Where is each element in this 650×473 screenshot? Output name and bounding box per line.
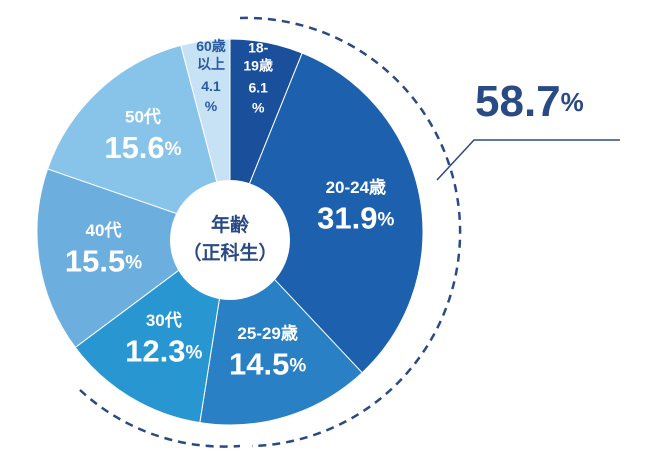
bracket-arc <box>239 16 462 448</box>
bracket-arc <box>79 389 241 448</box>
slice <box>36 168 232 349</box>
value-label: 6.1% <box>248 79 268 115</box>
value-label: 12.3% <box>125 334 202 369</box>
center-label: （正科生） <box>182 241 277 264</box>
category-label: 25-29歳 <box>237 323 297 343</box>
value-label: 31.9% <box>317 201 394 236</box>
slices <box>36 38 424 426</box>
category-label: 30代 <box>146 310 182 330</box>
slice <box>46 44 231 233</box>
value-label: 4.1% <box>201 78 221 114</box>
slice <box>229 52 424 374</box>
category-label: 50代 <box>125 107 161 127</box>
center-label: 年齢 <box>211 213 250 236</box>
category-label: 18-19歳 <box>243 39 273 73</box>
annotation: 58.7% <box>475 77 584 126</box>
value-label: 15.6% <box>104 130 181 165</box>
category-label: 20-24歳 <box>326 177 386 197</box>
center-hole <box>170 180 290 300</box>
category-label: 40代 <box>86 220 122 240</box>
category-label: 60歳以上 <box>196 38 226 72</box>
annotation-leader <box>436 139 620 181</box>
value-label: 15.5% <box>65 244 142 279</box>
value-label: 14.5% <box>229 347 306 382</box>
